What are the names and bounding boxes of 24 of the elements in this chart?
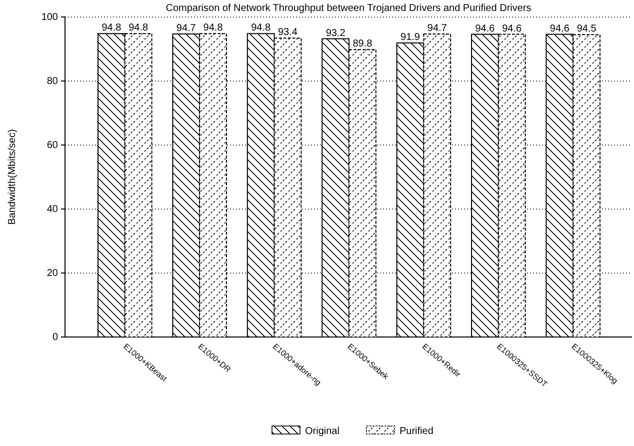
chart-title: Comparison of Network Throughput between Trojaned Drivers and Purified Drivers (166, 3, 532, 14)
data-label: 94.7 (427, 22, 448, 34)
y-tick-label: 20 (46, 268, 58, 280)
data-label: 94.8 (128, 22, 149, 34)
y-tick-label: 100 (41, 12, 58, 24)
data-label: 94.6 (550, 23, 570, 34)
y-tick-label: 80 (46, 76, 58, 88)
data-label: 93.4 (278, 27, 298, 38)
y-tick-label: 60 (46, 140, 58, 152)
data-label: 93.2 (326, 28, 346, 39)
legend-label: Purified (399, 426, 434, 437)
legend-label: Original (305, 426, 340, 437)
data-label: 94.8 (203, 22, 224, 34)
data-label: 94.8 (102, 22, 122, 34)
data-label: 94.7 (176, 22, 196, 34)
y-axis-title: Bandwidth(Mbits/sec) (7, 129, 18, 225)
data-label: 94.8 (251, 22, 272, 34)
data-label: 94.6 (475, 23, 496, 34)
data-label: 94.5 (576, 24, 597, 35)
y-tick-label: 0 (52, 332, 58, 344)
data-label: 91.9 (400, 32, 420, 43)
y-tick-label: 40 (46, 204, 58, 216)
data-label: 89.8 (352, 38, 373, 50)
data-label: 94.6 (502, 23, 522, 34)
